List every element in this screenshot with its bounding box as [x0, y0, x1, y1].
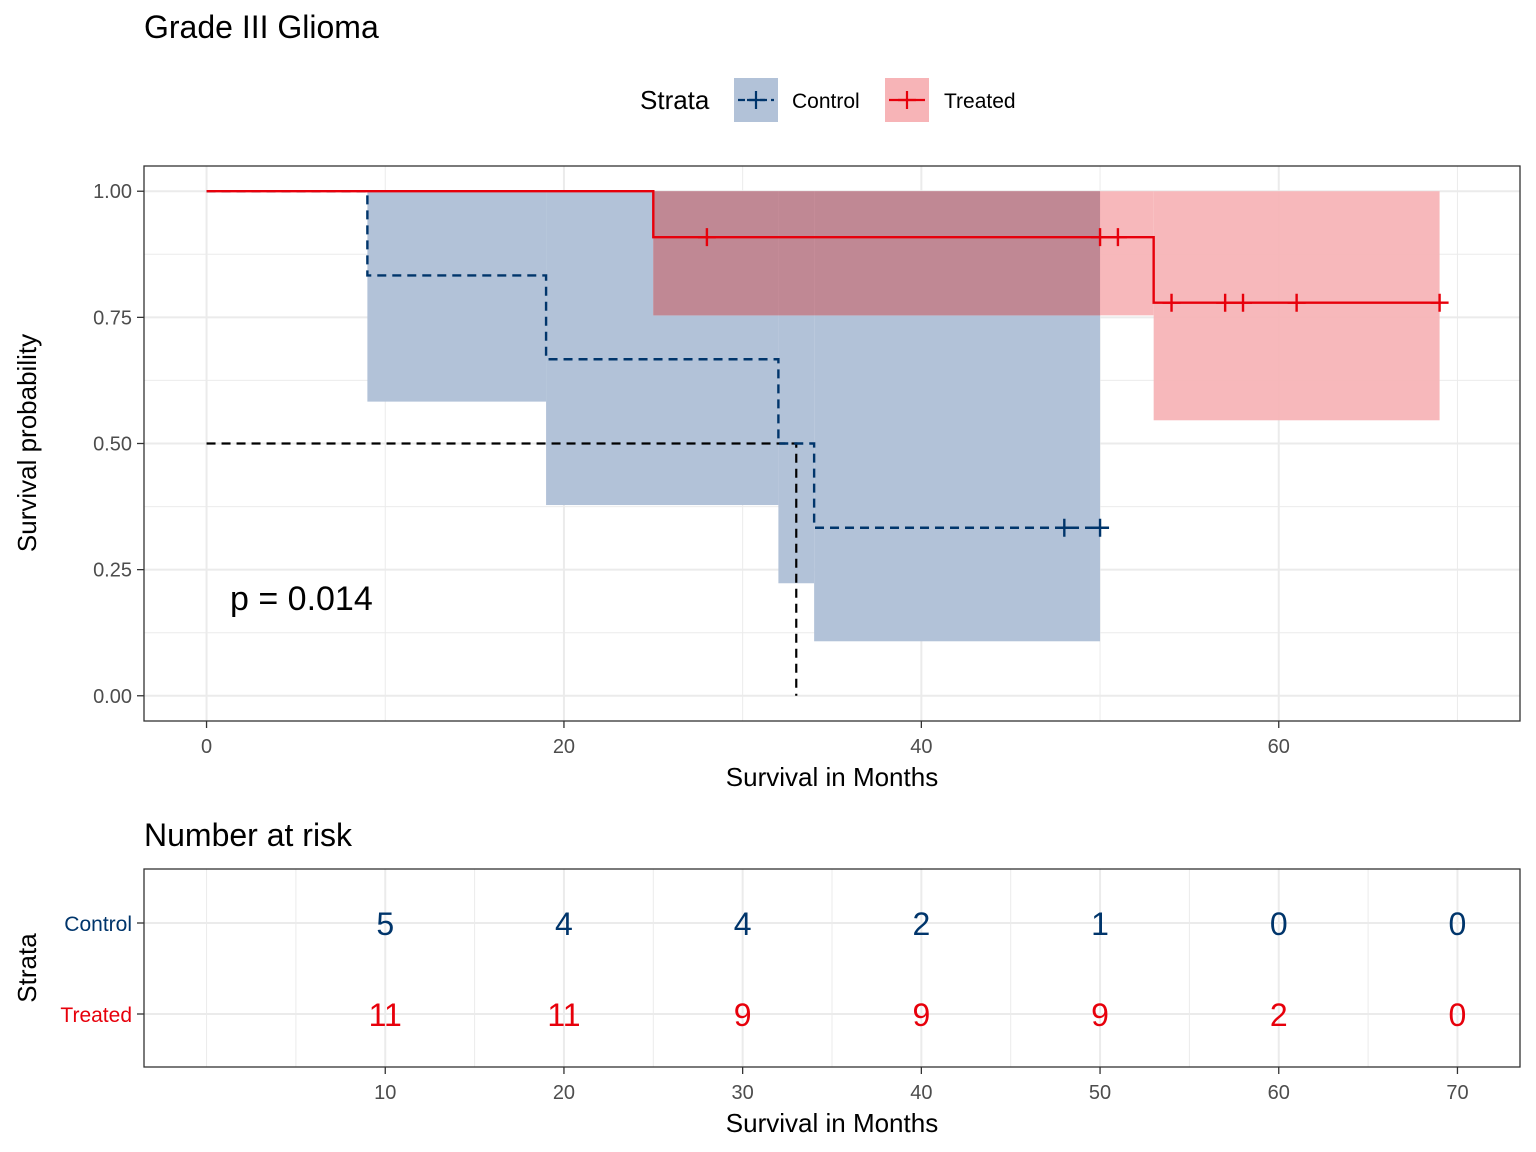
x-axis-label: Survival in Months [726, 762, 938, 792]
x-tick-label: 0 [201, 736, 212, 758]
risk-x-tick-label: 50 [1089, 1082, 1111, 1104]
censor-mark-treated [1287, 293, 1306, 312]
y-tick-label: 1.00 [93, 181, 132, 203]
risk-x-tick-label: 70 [1446, 1082, 1468, 1104]
censor-mark-control [1091, 518, 1110, 537]
x-axis-ticks: 0 20 40 60 [201, 721, 1290, 758]
confidence-band-overlap [653, 191, 779, 316]
risk-table-values: 5 4 4 2 1 0 0 11 11 9 9 9 2 0 [369, 906, 1467, 1033]
y-tick-label: 0.00 [93, 686, 132, 708]
censor-mark-treated [1216, 293, 1235, 312]
risk-x-tick-label: 30 [732, 1082, 754, 1104]
censor-mark-treated [1162, 293, 1181, 312]
censor-mark-treated [1091, 228, 1110, 247]
risk-table-y-axis-label: Strata [12, 933, 42, 1003]
y-axis-label: Survival probability [12, 334, 42, 552]
risk-table-border [143, 868, 1521, 1068]
risk-value-treated: 0 [1449, 997, 1467, 1033]
y-tick-label: 0.75 [93, 307, 132, 329]
censor-mark-treated [697, 228, 716, 247]
risk-table-x-axis-ticks: 10 20 30 40 50 60 70 [374, 1067, 1469, 1104]
confidence-band-overlap [778, 191, 815, 316]
risk-value-control: 0 [1270, 906, 1288, 942]
risk-row-label-control: Control [64, 913, 132, 936]
censor-mark-treated [1430, 293, 1449, 312]
legend: Strata Control Treated [640, 78, 1016, 122]
censor-mark-treated [1234, 293, 1253, 312]
x-tick-label: 20 [553, 736, 575, 758]
survival-curves [206, 190, 1440, 529]
risk-table-title: Number at risk [144, 817, 353, 853]
censor-marks [697, 228, 1449, 537]
risk-value-control: 4 [555, 906, 573, 942]
risk-x-tick-label: 10 [374, 1082, 396, 1104]
risk-value-control: 5 [376, 906, 394, 942]
confidence-band-control [367, 191, 547, 402]
risk-value-treated: 11 [369, 997, 402, 1033]
x-tick-label: 40 [910, 736, 932, 758]
censor-mark-control [1055, 518, 1074, 537]
risk-value-treated: 9 [1091, 997, 1109, 1033]
risk-value-control: 1 [1091, 906, 1109, 942]
y-tick-label: 0.50 [93, 434, 132, 456]
confidence-bands [367, 191, 1440, 642]
risk-table-row-labels: Control Treated [60, 913, 144, 1027]
risk-value-control: 0 [1449, 906, 1467, 942]
risk-table-gridlines [144, 869, 1520, 1067]
chart-title: Grade III Glioma [144, 9, 379, 45]
legend-label-treated: Treated [944, 90, 1016, 113]
survival-plot-panel: p = 0.014 0.00 0.25 0.50 0.75 1.00 0 20 40 60 S… [12, 165, 1521, 792]
confidence-band-overlap [814, 191, 1101, 316]
legend-censor-mark-treated [898, 91, 916, 109]
risk-x-tick-label: 40 [910, 1082, 932, 1104]
legend-label-control: Control [792, 90, 860, 113]
y-axis-ticks: 0.00 0.25 0.50 0.75 1.00 [93, 181, 144, 708]
risk-value-control: 4 [734, 906, 752, 942]
risk-x-tick-label: 60 [1268, 1082, 1290, 1104]
survival-curve-treated [206, 190, 1440, 304]
p-value-annotation: p = 0.014 [230, 580, 373, 618]
risk-table-x-axis-label: Survival in Months [726, 1108, 938, 1138]
risk-x-tick-label: 20 [553, 1082, 575, 1104]
legend-censor-mark-control [747, 91, 765, 109]
risk-value-treated: 2 [1270, 997, 1288, 1033]
risk-value-treated: 9 [734, 997, 752, 1033]
survival-curve-control [206, 190, 1101, 529]
risk-value-treated: 11 [547, 997, 580, 1033]
x-tick-label: 60 [1268, 736, 1290, 758]
risk-row-label-treated: Treated [60, 1004, 132, 1027]
censor-mark-treated [1108, 228, 1127, 247]
risk-value-treated: 9 [912, 997, 930, 1033]
legend-title: Strata [640, 85, 710, 115]
risk-value-control: 2 [912, 906, 930, 942]
y-tick-label: 0.25 [93, 560, 132, 582]
